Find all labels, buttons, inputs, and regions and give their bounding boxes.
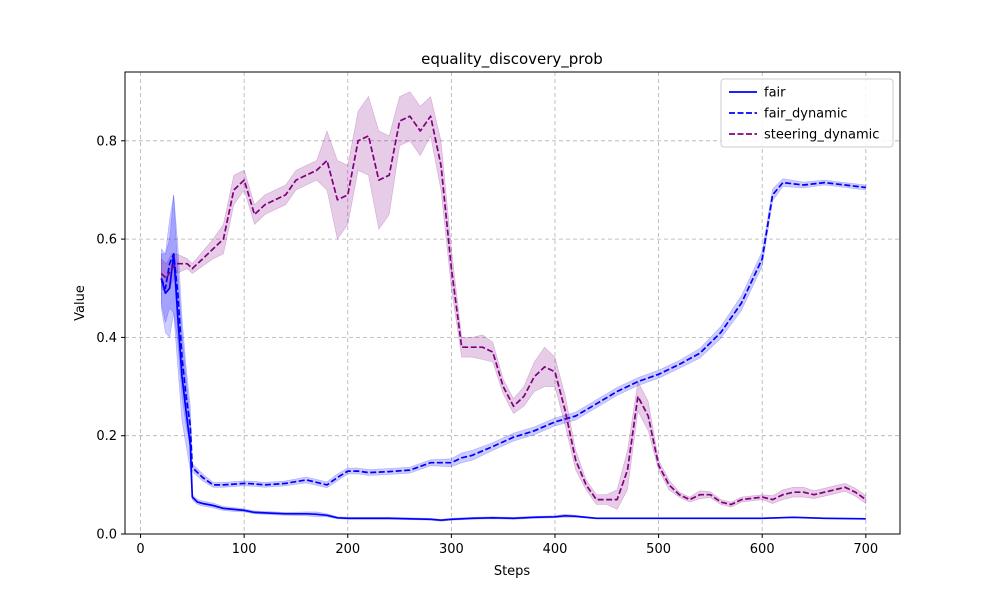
y-axis-ticks: 0.0 0.2 0.4 0.6 0.8 [96,134,125,543]
legend-label-steering_dynamic: steering_dynamic [764,128,879,143]
band-fair_dynamic [161,178,867,489]
band-steering_dynamic [161,91,867,510]
x-axis-ticks: 0 100 200 300 400 500 600 700 [136,534,878,557]
series-line-steering_dynamic [160,115,867,506]
y-tick-label: 0.8 [96,134,117,149]
legend-label-fair: fair [764,86,786,101]
x-tick-label: 500 [646,542,671,557]
x-tick-label: 200 [335,542,360,557]
x-tick-label: 300 [439,542,464,557]
x-tick-label: 400 [543,542,568,557]
y-tick-label: 0.4 [96,331,117,346]
legend: fair fair_dynamic steering_dynamic [720,78,894,148]
y-tick-label: 0.6 [96,233,117,248]
x-tick-label: 0 [136,542,144,557]
x-tick-label: 600 [750,542,775,557]
y-axis-label: Value [73,285,88,321]
band-fair [161,194,867,522]
legend-box [720,78,894,148]
confidence-bands [161,91,867,522]
plot-frame [124,71,901,535]
series-lines [160,115,867,522]
series-line-fair [160,253,866,522]
x-tick-label: 700 [853,542,878,557]
y-tick-label: 0.0 [96,528,117,543]
y-tick-label: 0.2 [96,429,117,444]
chart-title: equality_discovery_prob [421,50,603,69]
x-axis-label: Steps [494,564,531,579]
x-tick-label: 100 [232,542,257,557]
legend-label-fair_dynamic: fair_dynamic [764,107,848,122]
